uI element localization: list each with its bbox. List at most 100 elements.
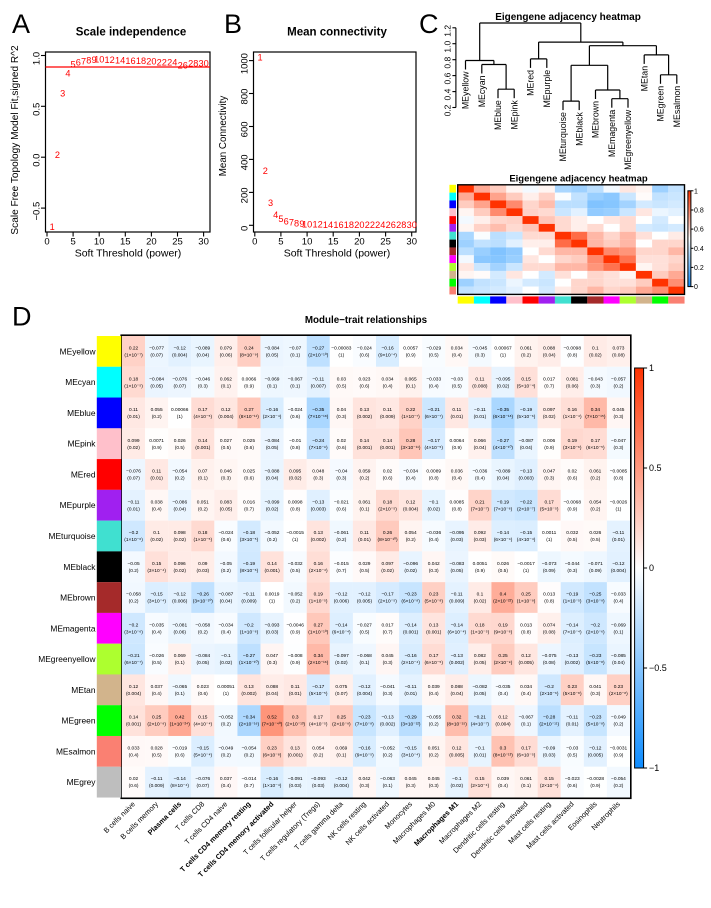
svg-text:MEblack: MEblack bbox=[575, 112, 585, 146]
svg-text:1: 1 bbox=[257, 52, 262, 62]
svg-text:−0.073: −0.073 bbox=[542, 561, 557, 567]
svg-text:0.073: 0.073 bbox=[612, 345, 624, 351]
svg-text:0.17: 0.17 bbox=[314, 715, 324, 721]
svg-text:(0.02): (0.02) bbox=[335, 660, 348, 666]
svg-text:0.2: 0.2 bbox=[443, 104, 453, 116]
svg-text:(0.2): (0.2) bbox=[429, 752, 439, 758]
svg-text:(0.02): (0.02) bbox=[173, 537, 186, 543]
svg-text:(8×10⁻¹⁵): (8×10⁻¹⁵) bbox=[447, 722, 468, 728]
svg-text:0.029: 0.029 bbox=[358, 561, 370, 567]
svg-text:−0.19: −0.19 bbox=[243, 561, 255, 567]
svg-text:0.00066: 0.00066 bbox=[171, 407, 189, 413]
svg-text:−0.2: −0.2 bbox=[544, 684, 554, 690]
svg-text:(0.02): (0.02) bbox=[220, 660, 233, 666]
svg-text:(0.2): (0.2) bbox=[360, 476, 370, 482]
svg-text:−0.17: −0.17 bbox=[428, 438, 440, 444]
svg-text:(0.8): (0.8) bbox=[567, 352, 577, 358]
svg-text:(0.002): (0.002) bbox=[357, 414, 373, 420]
svg-text:0.4: 0.4 bbox=[694, 246, 704, 253]
svg-text:0.023: 0.023 bbox=[358, 376, 370, 382]
svg-text:(0.002): (0.002) bbox=[565, 660, 581, 666]
svg-text:0.059: 0.059 bbox=[358, 469, 370, 475]
svg-text:0.023: 0.023 bbox=[197, 684, 209, 690]
svg-text:(0.005): (0.005) bbox=[518, 660, 534, 666]
svg-text:MEturquoise: MEturquoise bbox=[48, 531, 95, 541]
svg-text:(0.1): (0.1) bbox=[383, 783, 393, 789]
svg-text:MEyellow: MEyellow bbox=[60, 346, 97, 356]
svg-text:(6×10⁻⁷): (6×10⁻⁷) bbox=[124, 660, 143, 666]
svg-text:0.4: 0.4 bbox=[443, 88, 453, 100]
svg-text:1: 1 bbox=[694, 188, 698, 195]
svg-text:3: 3 bbox=[268, 198, 273, 208]
svg-text:(0.7): (0.7) bbox=[244, 783, 254, 789]
svg-text:0.0089: 0.0089 bbox=[426, 469, 441, 475]
svg-text:(4×10⁻⁵): (4×10⁻⁵) bbox=[309, 722, 328, 728]
svg-text:(3×10⁻¹¹): (3×10⁻¹¹) bbox=[401, 445, 421, 451]
svg-text:(1×10⁻¹⁰): (1×10⁻¹⁰) bbox=[239, 660, 259, 666]
svg-text:(2×10⁻¹⁶): (2×10⁻¹⁶) bbox=[308, 660, 329, 666]
svg-text:0.14: 0.14 bbox=[267, 561, 277, 567]
svg-text:MEyellow: MEyellow bbox=[461, 71, 471, 109]
svg-text:22: 22 bbox=[157, 58, 167, 68]
svg-text:(1): (1) bbox=[223, 691, 229, 697]
svg-text:0.13: 0.13 bbox=[429, 622, 439, 628]
svg-text:−0.13: −0.13 bbox=[381, 715, 393, 721]
svg-text:(0.2): (0.2) bbox=[313, 752, 323, 758]
svg-text:−0.26: −0.26 bbox=[197, 592, 209, 598]
svg-text:(0.05): (0.05) bbox=[197, 660, 210, 666]
svg-text:−0.07: −0.07 bbox=[289, 345, 301, 351]
svg-text:(0.4): (0.4) bbox=[452, 352, 462, 358]
svg-text:(4×10⁻⁵): (4×10⁻⁵) bbox=[424, 445, 443, 451]
svg-text:0.042: 0.042 bbox=[428, 561, 440, 567]
svg-text:0.27: 0.27 bbox=[314, 622, 324, 628]
svg-text:(0.8): (0.8) bbox=[290, 506, 300, 512]
svg-text:−0.11: −0.11 bbox=[451, 592, 463, 598]
svg-text:(0.001): (0.001) bbox=[195, 445, 211, 451]
svg-text:0.017: 0.017 bbox=[543, 376, 555, 382]
svg-text:−0.13: −0.13 bbox=[566, 653, 578, 659]
svg-text:(4×10⁻⁵): (4×10⁻⁵) bbox=[194, 414, 213, 420]
svg-text:MEgreen: MEgreen bbox=[62, 716, 96, 726]
svg-text:−0.061: −0.061 bbox=[334, 530, 349, 536]
svg-text:(0.5): (0.5) bbox=[360, 629, 370, 635]
svg-text:−0.23: −0.23 bbox=[358, 715, 370, 721]
svg-text:0.22: 0.22 bbox=[406, 407, 416, 413]
svg-text:20: 20 bbox=[354, 237, 365, 248]
svg-text:−0.21: −0.21 bbox=[428, 407, 440, 413]
svg-text:−0.11: −0.11 bbox=[312, 376, 324, 382]
svg-text:(0.5): (0.5) bbox=[567, 752, 577, 758]
svg-text:−0.024: −0.024 bbox=[357, 345, 372, 351]
svg-text:(7×10⁻⁹): (7×10⁻⁹) bbox=[309, 445, 328, 451]
svg-text:0.017: 0.017 bbox=[382, 622, 394, 628]
svg-text:0.27: 0.27 bbox=[244, 407, 254, 413]
svg-text:0.00067: 0.00067 bbox=[494, 345, 512, 351]
svg-text:−0.069: −0.069 bbox=[611, 622, 626, 628]
svg-text:0.083: 0.083 bbox=[220, 499, 232, 505]
svg-text:−0.045: −0.045 bbox=[473, 345, 488, 351]
svg-text:0.12: 0.12 bbox=[521, 653, 531, 659]
svg-text:0.15: 0.15 bbox=[545, 776, 555, 782]
svg-text:(0.006): (0.006) bbox=[334, 599, 350, 605]
svg-text:−0.5: −0.5 bbox=[649, 663, 667, 673]
svg-text:0.0071: 0.0071 bbox=[149, 438, 164, 444]
svg-text:(0.3): (0.3) bbox=[267, 660, 277, 666]
svg-text:(0.6): (0.6) bbox=[567, 476, 577, 482]
svg-text:(0.3): (0.3) bbox=[336, 414, 346, 420]
svg-text:0.039: 0.039 bbox=[497, 776, 509, 782]
svg-text:(0.6): (0.6) bbox=[221, 537, 231, 543]
svg-text:0.12: 0.12 bbox=[452, 745, 462, 751]
svg-text:(0.2): (0.2) bbox=[198, 506, 208, 512]
svg-text:−0.014: −0.014 bbox=[242, 776, 257, 782]
svg-text:1: 1 bbox=[50, 222, 55, 232]
svg-text:MEpurple: MEpurple bbox=[542, 70, 552, 108]
svg-text:Mean Connectivity: Mean Connectivity bbox=[218, 96, 229, 177]
svg-text:(0.7): (0.7) bbox=[244, 506, 254, 512]
svg-text:28: 28 bbox=[188, 59, 198, 69]
svg-text:−0.091: −0.091 bbox=[288, 776, 303, 782]
svg-text:0.17: 0.17 bbox=[198, 407, 208, 413]
svg-text:(0.09): (0.09) bbox=[589, 568, 602, 574]
svg-text:(1): (1) bbox=[523, 568, 529, 574]
svg-text:5: 5 bbox=[278, 237, 283, 248]
svg-text:0.045: 0.045 bbox=[428, 776, 440, 782]
svg-text:Scale independence: Scale independence bbox=[76, 27, 187, 39]
